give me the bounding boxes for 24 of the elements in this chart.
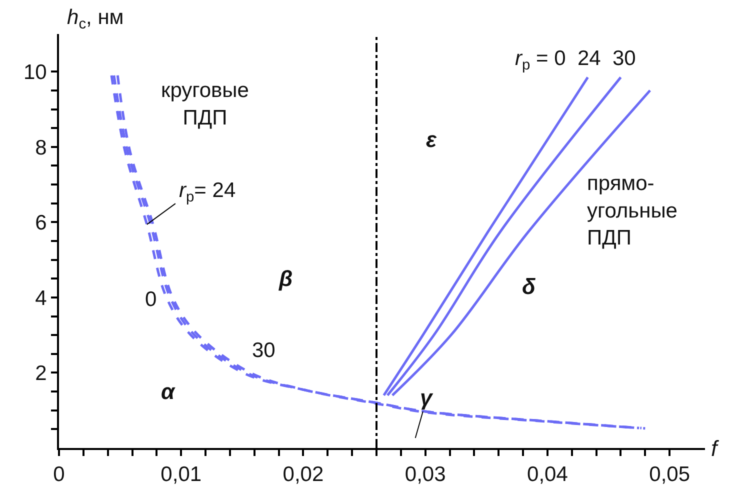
y-tick-label: 10	[23, 60, 47, 84]
x-tick-label: 0,03	[404, 463, 446, 486]
x-tick-label: 0	[53, 463, 65, 486]
annotation: ε	[426, 127, 437, 152]
x-tick-label: 0,02	[282, 463, 324, 486]
annotation: круговые ПДП	[161, 79, 249, 130]
x-tick-label: 0,05	[649, 463, 690, 486]
annotation: r$_{p}$= 24	[179, 179, 236, 206]
y-tick-label: 4	[35, 286, 48, 310]
annotation: 30	[252, 339, 276, 362]
y-tick-label: 6	[35, 212, 47, 235]
annotation: прямо- угольные ПДП	[587, 172, 678, 250]
y-axis-title: h$_{c}$, нм	[67, 6, 124, 32]
annotation: α	[161, 379, 176, 404]
annotation: 0	[145, 288, 157, 311]
y-tick-label: 2	[35, 362, 47, 386]
x-tick-label: 0,04	[527, 463, 568, 486]
annotation: r$_{p}$ = 0 24 30	[515, 47, 636, 74]
annotation: β	[278, 266, 293, 291]
y-tick-label: 8	[35, 136, 47, 160]
x-axis-title: f	[711, 436, 720, 461]
x-tick-label: 0,01	[160, 463, 202, 486]
annotation: γ	[420, 385, 434, 410]
annotation: δ	[522, 274, 536, 299]
